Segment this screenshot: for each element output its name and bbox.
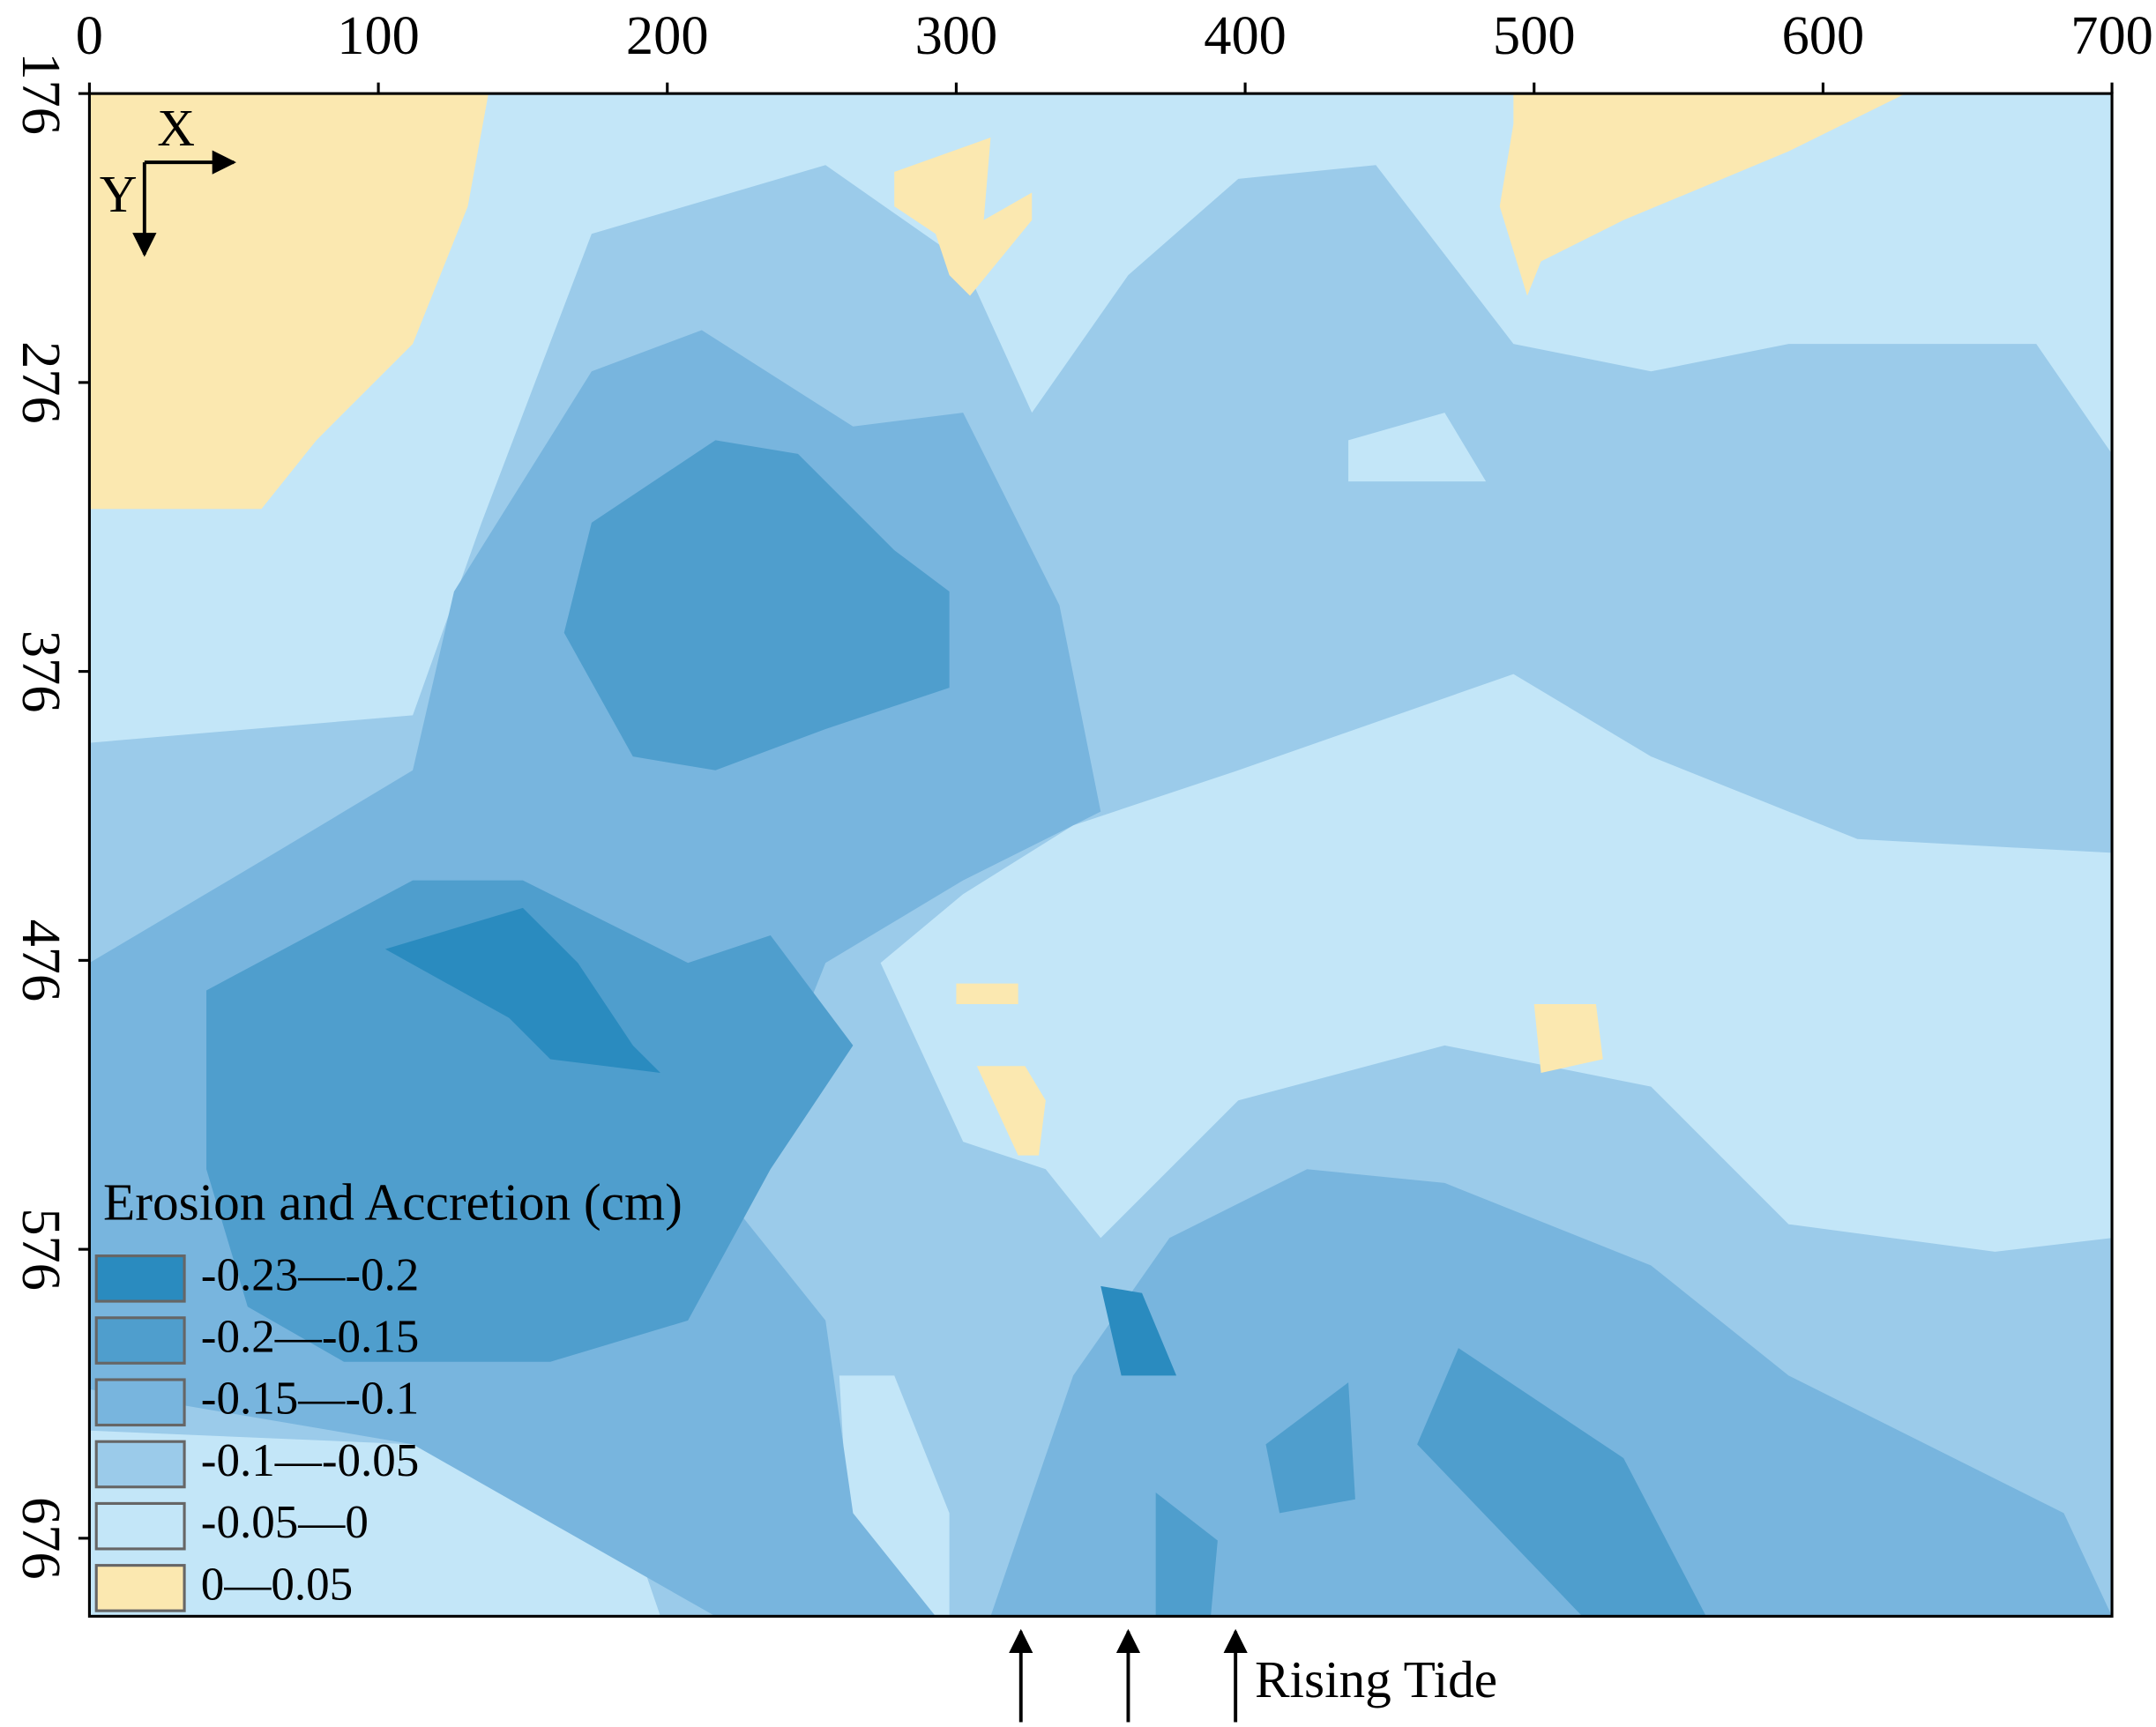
x-tick-label: 0	[76, 5, 103, 66]
plot-frame	[87, 92, 2114, 1618]
contour-region	[1348, 413, 1487, 482]
contour-region	[976, 1066, 1046, 1156]
legend-swatch	[94, 1564, 186, 1612]
x-tick-label: 100	[337, 5, 420, 66]
x-tick-label: 400	[1204, 5, 1287, 66]
annotation: Rising Tide	[1255, 1650, 1497, 1708]
x-direction-label: X	[157, 99, 195, 157]
contour-region	[1100, 1285, 1177, 1376]
contour-region	[894, 138, 1033, 296]
contour-region	[956, 983, 1018, 1005]
legend-swatch	[94, 1254, 186, 1303]
x-tick-label: 700	[2070, 5, 2153, 66]
legend-label: -0.05—0	[201, 1497, 369, 1548]
contour-region	[1499, 93, 1906, 296]
y-tick-label: 376	[11, 630, 71, 713]
contour-region	[89, 93, 489, 510]
y-direction-label: Y	[100, 165, 138, 223]
contour-region	[1533, 1004, 1603, 1074]
x-tick-label: 500	[1493, 5, 1576, 66]
legend-swatch	[94, 1378, 186, 1427]
y-tick-label: 676	[11, 1497, 71, 1580]
contour-region	[990, 1169, 2113, 1617]
legend-label: 0—0.05	[201, 1559, 353, 1610]
legend-swatch	[94, 1440, 186, 1489]
y-tick-label: 276	[11, 341, 71, 424]
contour-region	[384, 907, 660, 1074]
x-tick-label: 200	[626, 5, 709, 66]
y-tick-label: 176	[11, 52, 71, 135]
legend-swatch	[94, 1316, 186, 1365]
legend-label: -0.23—-0.2	[201, 1249, 420, 1300]
legend-label: -0.1—-0.05	[201, 1435, 420, 1486]
contour-region	[1155, 1492, 1218, 1617]
legend-label: -0.2—-0.15	[201, 1311, 420, 1362]
contour-region	[1417, 1348, 1706, 1617]
contour-region	[206, 880, 854, 1362]
contour-region	[880, 674, 2113, 1252]
legend-label: -0.15—-0.1	[201, 1373, 420, 1425]
x-tick-label: 300	[915, 5, 998, 66]
contour-region	[563, 440, 950, 770]
y-tick-label: 576	[11, 1208, 71, 1291]
y-tick-label: 476	[11, 919, 71, 1002]
contour-region	[1265, 1382, 1355, 1514]
x-tick-label: 600	[1782, 5, 1865, 66]
legend-title: Erosion and Accretion (cm)	[103, 1173, 683, 1232]
legend-swatch	[94, 1501, 186, 1551]
